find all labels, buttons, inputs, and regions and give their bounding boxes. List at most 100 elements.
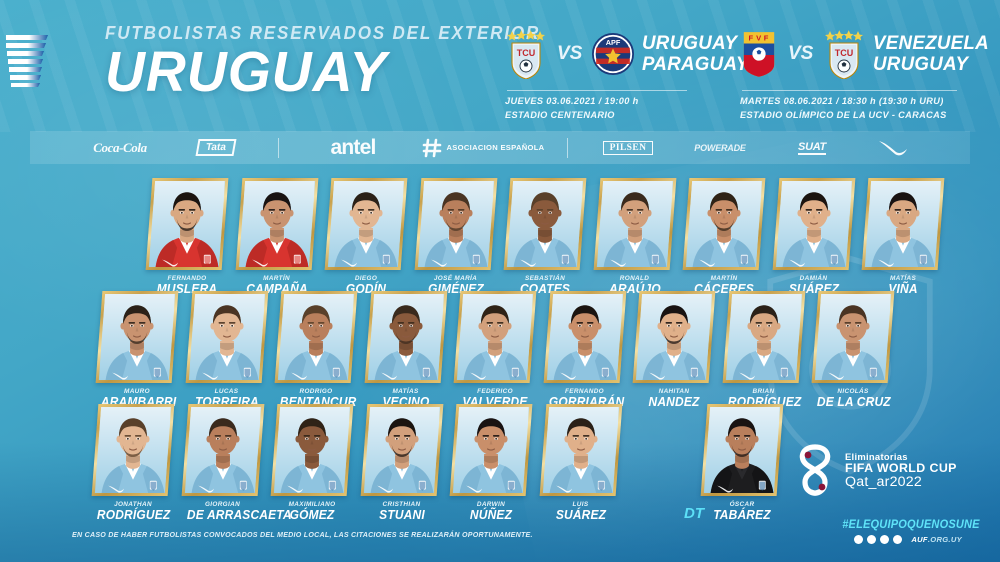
player-name-block: DT ÓSCAR TABÁREZ	[684, 501, 780, 523]
player-card[interactable]: FERNANDO GORRIARÁN	[543, 291, 626, 410]
campaign-hashtag: #ELEQUIPOQUENOSUNE	[842, 518, 980, 531]
player-name-block: MATÍAS VIÑA	[865, 275, 941, 297]
sponsor-tata-label: Tata	[195, 139, 237, 156]
match-2-crests-row: F V F VS TCU	[740, 24, 994, 84]
player-name-block: GIORGIAN DE ARRASCAETA	[185, 501, 292, 523]
player-photo	[814, 294, 892, 380]
sponsor-coca-cola: Coca-Cola	[72, 140, 168, 156]
svg-text:APF: APF	[606, 38, 621, 47]
sponsor-puma	[858, 140, 928, 156]
player-card[interactable]: MAURO ARAMBARRI	[95, 291, 179, 410]
player-card[interactable]: MARTÍN CAMPAÑA	[235, 178, 318, 297]
match-2-divider	[742, 90, 957, 91]
sponsor-suat-label: SUAT	[798, 140, 826, 155]
player-card[interactable]: FEDERICO VALVERDE	[453, 291, 537, 410]
sponsor-coca-cola-label: Coca-Cola	[93, 139, 147, 155]
world-cup-row: Eliminatorias FIFA WORLD CUP Qat_ar2022	[792, 440, 982, 502]
player-photo	[98, 294, 176, 380]
player-first-name: MAXIMILIANO	[288, 501, 336, 508]
player-photo-frame	[539, 404, 622, 496]
player-photo	[327, 181, 405, 267]
world-cup-qatar-label: Qat_ar2022	[845, 473, 922, 490]
player-name-block: NAHITAN NANDEZ	[636, 388, 712, 410]
player-photo	[775, 181, 852, 267]
player-first-name: MATÍAS	[392, 388, 419, 395]
player-card[interactable]: NICOLÁS DE LA CRUZ	[811, 291, 895, 410]
world-cup-eliminatorias: Eliminatorias	[845, 451, 908, 463]
player-card[interactable]: JOSÉ MARÍA GIMÉNEZ	[414, 178, 497, 297]
social-links[interactable]: AUF.ORG.UY	[854, 535, 962, 544]
coach-role-label: DT	[684, 504, 704, 522]
player-name-block: JONATHAN RODRÍGUEZ	[95, 501, 171, 523]
player-card[interactable]: NAHITAN NANDEZ	[632, 291, 716, 410]
player-photo-frame	[95, 291, 179, 383]
twitter-icon[interactable]	[867, 535, 877, 544]
sponsor-divider-1	[278, 137, 279, 158]
player-card[interactable]: LUIS SUÁREZ	[539, 404, 622, 523]
player-first-name: CRISTHIAN	[382, 501, 421, 508]
player-photo	[94, 407, 172, 493]
player-card[interactable]: CRISTHIAN STUANI	[360, 404, 443, 523]
sponsor-suat: SUAT	[766, 141, 858, 155]
player-first-name: SEBASTIÁN	[524, 275, 566, 282]
player-last-name: GÓMEZ	[289, 508, 335, 523]
match-card-2: F V F VS TCU	[740, 24, 994, 123]
player-card[interactable]: DARWIN NÚÑEZ	[449, 404, 533, 523]
player-photo	[542, 407, 619, 493]
player-card[interactable]: MARTÍN CÁCERES	[682, 178, 766, 297]
player-photo-frame	[593, 178, 676, 270]
player-card[interactable]: MATÍAS VECINO	[364, 291, 447, 410]
player-photo-frame	[722, 291, 805, 383]
sponsor-pilsen: PILSEN	[582, 140, 674, 155]
youtube-icon[interactable]	[893, 535, 903, 544]
player-card[interactable]: MATÍAS VIÑA	[861, 178, 945, 297]
player-photo	[184, 407, 261, 493]
match-1-teams: URUGUAY PARAGUAY	[642, 33, 749, 74]
player-first-name: MATÍAS	[889, 275, 917, 282]
player-photo	[703, 407, 781, 493]
player-row-2: MAURO ARAMBARRI	[95, 291, 895, 410]
player-last-name: TABÁREZ	[713, 508, 771, 523]
player-photo-frame	[181, 404, 264, 496]
facebook-icon[interactable]	[854, 535, 864, 544]
player-card[interactable]: LUCAS TORREIRA	[185, 291, 268, 410]
sponsor-tata: Tata	[168, 139, 264, 156]
player-photo-frame	[453, 291, 537, 383]
player-photo-frame	[449, 404, 533, 496]
player-card[interactable]: FERNANDO MUSLERA	[145, 178, 229, 297]
player-last-name: STUANI	[378, 508, 425, 523]
title-block: FUTBOLISTAS RESERVADOS DEL EXTERIOR URUG…	[105, 22, 578, 100]
coach-card[interactable]: DT ÓSCAR TABÁREZ	[684, 404, 784, 523]
auf-url-strong: AUF	[911, 535, 928, 544]
player-photo	[635, 294, 713, 380]
player-card[interactable]: MAXIMILIANO GÓMEZ	[270, 404, 354, 523]
player-card[interactable]: DAMIÁN SUÁREZ	[772, 178, 855, 297]
player-card[interactable]: RODRIGO BENTANCUR	[274, 291, 358, 410]
player-photo-frame	[235, 178, 318, 270]
player-card[interactable]: JONATHAN RODRÍGUEZ	[91, 404, 175, 523]
player-card[interactable]: RONALD ARAÚJO	[593, 178, 676, 297]
uruguay-crest-icon: TCU	[825, 30, 864, 79]
match-1-divider	[507, 90, 687, 91]
sponsor-antel-label: antel	[330, 135, 376, 159]
sponsor-divider-2	[567, 137, 568, 158]
player-card[interactable]: SEBASTIÁN COATES	[503, 178, 587, 297]
instagram-icon[interactable]	[880, 535, 890, 544]
player-photo-frame	[861, 178, 945, 270]
player-first-name: LUIS	[572, 501, 589, 508]
match-1-crests-row: TCU VS APF URUGUAY PARAGUAY	[505, 24, 753, 84]
player-first-name: BRIAN	[752, 388, 775, 395]
player-first-name: RODRIGO	[299, 388, 333, 395]
match-2-vs-label: VS	[788, 43, 814, 64]
player-first-name: MARTÍN	[710, 275, 738, 282]
player-photo	[546, 294, 623, 380]
auf-website-url[interactable]: AUF.ORG.UY	[911, 535, 962, 544]
player-card[interactable]: BRIAN RODRÍGUEZ	[722, 291, 805, 410]
sponsor-asociacion-espanola: ASOCIACION ESPAÑOLA	[413, 138, 553, 158]
player-last-name: DE LA CRUZ	[816, 395, 891, 410]
player-card[interactable]: GIORGIAN DE ARRASCAETA	[181, 404, 292, 523]
player-card[interactable]: DIEGO GODÍN	[324, 178, 408, 297]
player-photo-frame	[414, 178, 497, 270]
player-last-name: DE ARRASCAETA	[186, 508, 292, 523]
player-name-block: MAXIMILIANO GÓMEZ	[274, 501, 350, 523]
